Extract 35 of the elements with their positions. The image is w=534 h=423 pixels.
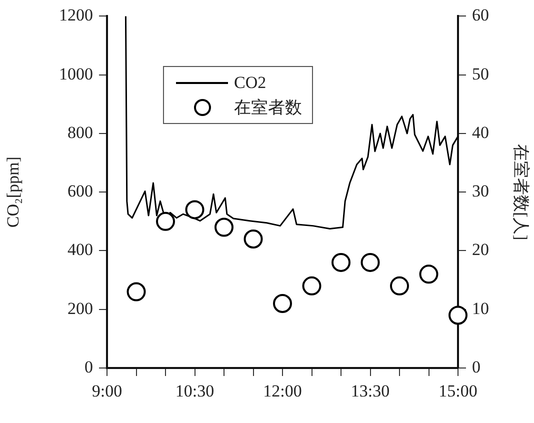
x-tick-label: 15:00	[438, 382, 478, 401]
x-tick-label: 10:30	[175, 382, 214, 401]
point	[214, 218, 234, 237]
y2-tick-label: 20	[472, 240, 489, 260]
x-tick-label: 9:00	[92, 382, 122, 401]
point	[419, 264, 438, 284]
y-tick-label: 0	[84, 357, 93, 376]
x-tick-label: 12:00	[263, 382, 302, 401]
point	[185, 200, 204, 220]
point	[302, 276, 322, 296]
y2-tick-label: 30	[472, 182, 489, 201]
y-tick-label: 800	[68, 122, 93, 142]
y2-tick-label: 40	[472, 122, 489, 142]
y-tick-label: 400	[68, 240, 93, 260]
y-tick-label: 200	[68, 298, 93, 318]
point	[244, 230, 263, 249]
y-axis-title: CO₂[ppm]	[4, 156, 23, 228]
point	[126, 282, 146, 302]
y-tick-label: 1000	[59, 64, 93, 84]
y2-tick-label: 50	[472, 64, 489, 84]
point	[448, 306, 468, 325]
y2-tick-label: 0	[472, 357, 480, 376]
legend-label: CO2	[234, 73, 266, 93]
y-tick-label: 600	[68, 182, 93, 201]
point	[332, 252, 350, 272]
legend-label: 在室者数	[234, 96, 302, 118]
point	[360, 252, 380, 272]
y-tick-label: 1200	[59, 6, 93, 25]
point	[390, 276, 409, 296]
y2-axis-title: 在室者数[人]	[511, 144, 530, 240]
y2-tick-label: 10	[472, 298, 489, 318]
point	[273, 294, 292, 314]
point	[156, 212, 175, 231]
x-tick-label: 13:30	[350, 382, 390, 401]
y2-tick-label: 60	[472, 6, 489, 25]
